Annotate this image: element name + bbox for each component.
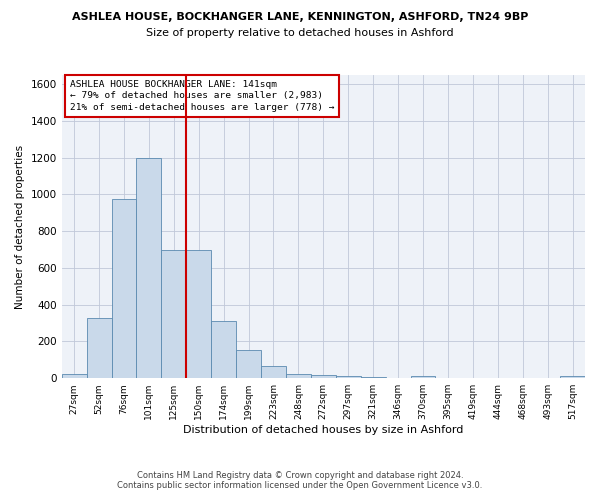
Bar [186,250,211,378]
Bar [136,158,161,378]
Text: Contains HM Land Registry data © Crown copyright and database right 2024.
Contai: Contains HM Land Registry data © Crown c… [118,470,482,490]
Text: Size of property relative to detached houses in Ashford: Size of property relative to detached ho… [146,28,454,38]
Bar [112,199,136,378]
Bar [62,374,86,378]
Bar [410,376,436,378]
Text: ASHLEA HOUSE BOCKHANGER LANE: 141sqm
← 79% of detached houses are smaller (2,983: ASHLEA HOUSE BOCKHANGER LANE: 141sqm ← 7… [70,80,334,112]
Text: ASHLEA HOUSE, BOCKHANGER LANE, KENNINGTON, ASHFORD, TN24 9BP: ASHLEA HOUSE, BOCKHANGER LANE, KENNINGTO… [72,12,528,22]
Bar [211,321,236,378]
Bar [86,318,112,378]
Bar [560,376,585,378]
Bar [236,350,261,378]
Bar [161,250,186,378]
Y-axis label: Number of detached properties: Number of detached properties [15,144,25,308]
X-axis label: Distribution of detached houses by size in Ashford: Distribution of detached houses by size … [183,425,464,435]
Bar [261,366,286,378]
Bar [311,376,336,378]
Bar [286,374,311,378]
Bar [336,376,361,378]
